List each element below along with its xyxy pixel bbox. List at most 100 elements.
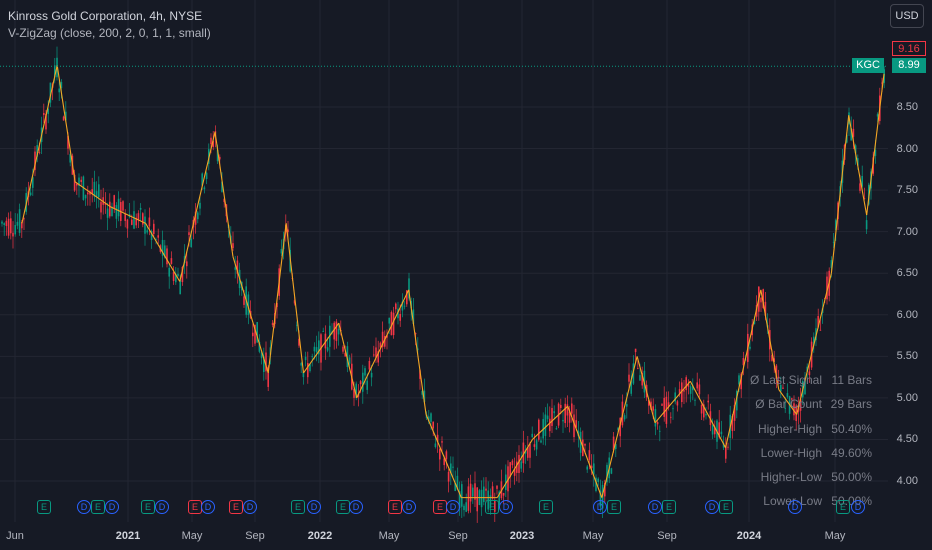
- dividend-event-marker[interactable]: D: [851, 500, 865, 514]
- candle-body: [604, 483, 606, 497]
- candle-body: [263, 356, 265, 373]
- earnings-event-marker[interactable]: E: [336, 500, 350, 514]
- dividend-event-marker[interactable]: D: [77, 500, 91, 514]
- earnings-event-marker[interactable]: E: [607, 500, 621, 514]
- candle-body: [595, 477, 597, 491]
- candle-body: [819, 329, 822, 331]
- stats-row: Lower-High 49.60%: [740, 441, 872, 465]
- stats-row: Higher-High 50.40%: [740, 417, 872, 441]
- candle-body: [412, 309, 415, 325]
- earnings-event-marker[interactable]: E: [433, 500, 447, 514]
- y-tick-label: 8.00: [896, 142, 918, 155]
- zigzag-segment: [796, 273, 832, 415]
- earnings-event-marker[interactable]: E: [188, 500, 202, 514]
- candle-body: [722, 443, 725, 448]
- dividend-event-marker[interactable]: D: [648, 500, 662, 514]
- dividend-event-marker[interactable]: D: [243, 500, 257, 514]
- candle-body: [150, 231, 153, 240]
- candle-body: [337, 328, 340, 335]
- dividend-event-marker[interactable]: D: [499, 500, 513, 514]
- candle-body: [505, 474, 507, 491]
- candle-body: [205, 172, 208, 179]
- y-tick-label: 5.50: [896, 350, 918, 363]
- dividend-event-marker[interactable]: D: [201, 500, 215, 514]
- candle-body: [276, 303, 278, 308]
- candle-body: [377, 351, 379, 363]
- zigzag-segment: [866, 73, 885, 216]
- earnings-event-marker[interactable]: E: [37, 500, 51, 514]
- earnings-event-marker[interactable]: E: [229, 500, 243, 514]
- dividend-event-marker[interactable]: D: [349, 500, 363, 514]
- candle-body: [573, 414, 575, 438]
- candle-body: [122, 201, 124, 211]
- candle-body: [720, 431, 723, 435]
- dividend-event-marker[interactable]: D: [402, 500, 416, 514]
- dividend-event-marker[interactable]: D: [446, 500, 460, 514]
- candle-body: [232, 243, 234, 249]
- candle-body: [835, 220, 837, 231]
- candle-body: [12, 232, 14, 237]
- candle-body: [826, 276, 828, 300]
- grid-lines: [0, 0, 888, 522]
- candle-body: [346, 346, 349, 368]
- candle-body: [531, 433, 533, 438]
- dividend-event-marker[interactable]: D: [105, 500, 119, 514]
- earnings-event-marker[interactable]: E: [719, 500, 733, 514]
- candle-body: [861, 175, 863, 187]
- earnings-event-marker[interactable]: E: [141, 500, 155, 514]
- candle-body: [260, 351, 263, 359]
- x-tick-label: Jun: [6, 530, 24, 542]
- candle-body: [725, 445, 727, 459]
- stats-value: 11 Bars: [831, 373, 872, 387]
- candle-body: [368, 360, 371, 370]
- earnings-event-marker[interactable]: E: [836, 500, 850, 514]
- y-tick-label: 4.50: [896, 433, 918, 446]
- earnings-event-marker[interactable]: E: [539, 500, 553, 514]
- candle-body: [333, 322, 335, 340]
- candle-body: [496, 485, 498, 489]
- y-tick-label: 8.50: [896, 101, 918, 113]
- zigzag-segment: [532, 405, 569, 440]
- candle-body: [491, 486, 494, 499]
- earnings-event-marker[interactable]: E: [291, 500, 305, 514]
- earnings-event-marker[interactable]: E: [91, 500, 105, 514]
- candle-body: [527, 447, 529, 458]
- candle-body: [344, 352, 346, 357]
- candle-body: [705, 413, 707, 416]
- indicator-label[interactable]: V-ZigZag (close, 200, 2, 0, 1, 1, small): [8, 26, 211, 40]
- candle-body: [80, 179, 82, 183]
- candle-body: [223, 198, 225, 202]
- zigzag-segment: [848, 115, 868, 216]
- earnings-event-marker[interactable]: E: [662, 500, 676, 514]
- candle-body: [93, 181, 96, 197]
- candle-body: [78, 177, 80, 186]
- dividend-event-marker[interactable]: D: [307, 500, 321, 514]
- dividend-event-marker[interactable]: D: [593, 500, 607, 514]
- candle-body: [579, 431, 582, 453]
- candle-body: [203, 187, 206, 190]
- candle-body: [731, 415, 734, 432]
- currency-button[interactable]: USD: [890, 4, 924, 28]
- dividend-event-marker[interactable]: D: [155, 500, 169, 514]
- candle-body: [161, 239, 164, 256]
- candle-body: [718, 422, 720, 438]
- candle-body: [687, 383, 690, 387]
- candle-body: [155, 239, 157, 240]
- candle-body: [287, 229, 289, 233]
- candle-body: [219, 156, 221, 160]
- symbol-title[interactable]: Kinross Gold Corporation, 4h, NYSE: [8, 9, 203, 23]
- dividend-event-marker[interactable]: D: [788, 500, 802, 514]
- zigzag-segment: [408, 289, 427, 415]
- candle-body: [234, 267, 236, 270]
- candle-body: [133, 211, 135, 229]
- candle-body: [502, 493, 505, 496]
- candle-body: [593, 463, 595, 475]
- zigzag-segment: [425, 414, 462, 498]
- earnings-event-marker[interactable]: E: [485, 500, 499, 514]
- candle-body: [54, 65, 56, 78]
- candle-body: [137, 213, 140, 221]
- earnings-event-marker[interactable]: E: [388, 500, 402, 514]
- dividend-event-marker[interactable]: D: [705, 500, 719, 514]
